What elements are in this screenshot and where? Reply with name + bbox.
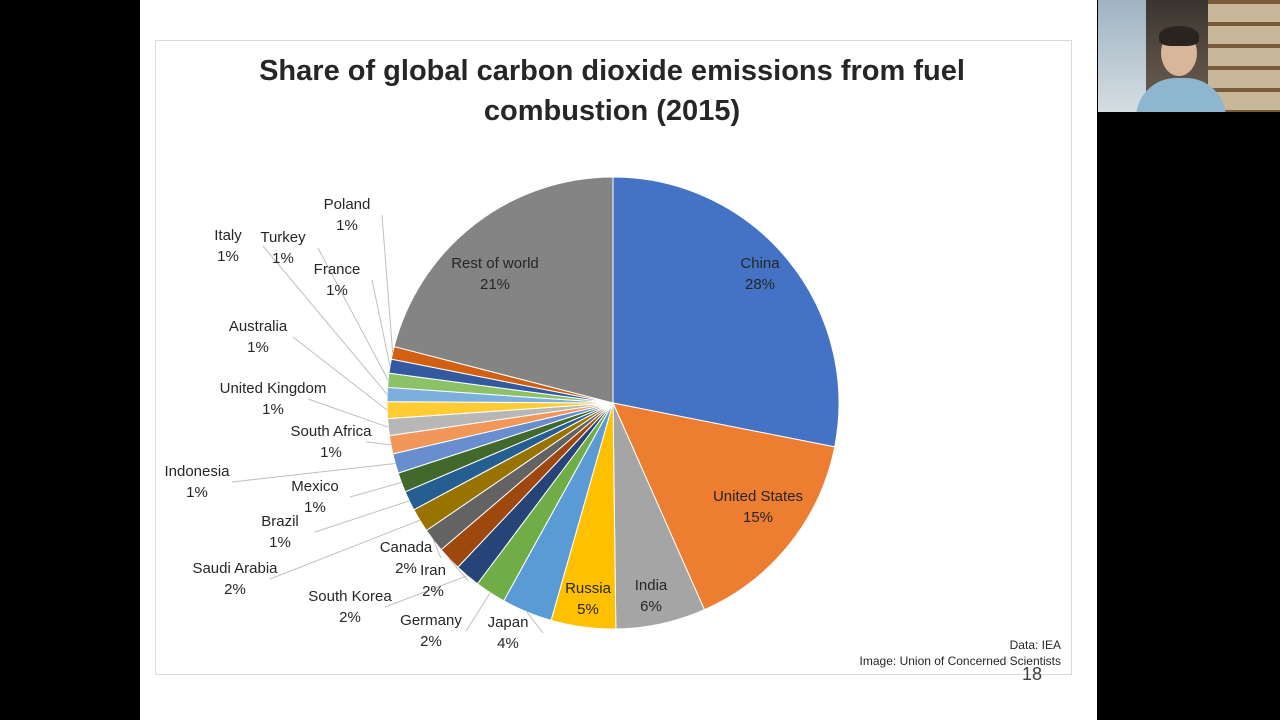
webcam-window-background <box>1098 0 1146 112</box>
slice-label-saudi-arabia: Saudi Arabia <box>192 560 278 577</box>
source-data-text: Data: IEA <box>1010 638 1061 652</box>
chart-source: Data: IEA Image: Union of Concerned Scie… <box>860 638 1061 668</box>
slice-percent-saudi-arabia: 2% <box>224 581 246 598</box>
slice-percent-indonesia: 1% <box>186 484 208 501</box>
slice-label-rest-of-world: Rest of world <box>451 255 539 272</box>
slice-label-indonesia: Indonesia <box>164 463 230 480</box>
slice-percent-mexico: 1% <box>304 499 326 516</box>
chart-title: Share of global carbon dioxide emissions… <box>259 55 965 127</box>
leader-line-france <box>371 279 391 367</box>
leader-line-italy <box>262 245 388 395</box>
chart-title-line-1: Share of global carbon dioxide emissions… <box>259 55 965 87</box>
leader-line-turkey <box>317 247 389 381</box>
slice-percent-poland: 1% <box>336 217 358 234</box>
slice-percent-italy: 1% <box>217 248 239 265</box>
slide-number: 18 <box>1021 664 1043 684</box>
leader-line-poland <box>381 214 394 353</box>
chart-title-line-2: combustion (2015) <box>484 95 740 127</box>
leader-line-germany <box>465 592 491 632</box>
slice-percent-france: 1% <box>326 282 348 299</box>
leader-line-saudi-arabia <box>269 519 421 580</box>
pie-slice-united-states <box>612 402 836 611</box>
slice-label-canada: Canada <box>380 539 433 556</box>
slice-label-india: India <box>635 577 668 594</box>
slice-percent-australia: 1% <box>247 339 269 356</box>
leader-line-australia <box>292 336 388 411</box>
slice-percent-russia: 5% <box>577 601 599 618</box>
leader-line-south-korea <box>384 575 468 608</box>
leader-line-indonesia <box>231 463 396 483</box>
leader-line-mexico <box>349 482 402 498</box>
slice-label-south-africa: South Africa <box>291 423 373 440</box>
slice-percent-turkey: 1% <box>272 250 294 267</box>
webcam-bookshelf-background <box>1208 0 1280 112</box>
webcam-video-thumbnail[interactable] <box>1098 0 1280 112</box>
source-image-text: Image: Union of Concerned Scientists <box>860 654 1061 668</box>
slice-label-australia: Australia <box>229 318 288 335</box>
leader-line-canada <box>433 540 442 559</box>
slice-percent-united-kingdom: 1% <box>262 401 284 418</box>
slice-label-iran: Iran <box>420 562 446 579</box>
slice-label-france: France <box>314 261 361 278</box>
slice-percent-brazil: 1% <box>269 534 291 551</box>
leader-line-south-africa <box>365 441 391 446</box>
slice-percent-china: 28% <box>745 276 775 293</box>
slice-percent-united-states: 15% <box>743 509 773 526</box>
slice-label-japan: Japan <box>488 614 529 631</box>
slice-percent-india: 6% <box>640 598 662 615</box>
leader-line-japan <box>526 611 544 634</box>
slice-label-mexico: Mexico <box>291 478 339 495</box>
slice-label-germany: Germany <box>400 612 462 629</box>
slice-percent-iran: 2% <box>422 583 444 600</box>
pie-slice-rest-of-world <box>393 176 614 404</box>
slice-percent-canada: 2% <box>395 560 417 577</box>
presenter-hair <box>1159 26 1199 46</box>
slice-percent-germany: 2% <box>420 633 442 650</box>
slice-labels: China 28% United States 15% India 6% Russia 5% J… <box>164 196 803 652</box>
slice-percent-south-africa: 1% <box>320 444 342 461</box>
slice-label-united-states: United States <box>713 488 803 505</box>
pie-slice-china <box>612 176 840 448</box>
slice-label-united-kingdom: United Kingdom <box>220 380 327 397</box>
leader-line-united-kingdom <box>307 398 389 428</box>
slice-percent-japan: 4% <box>497 635 519 652</box>
pie-slices <box>386 176 840 630</box>
slice-label-russia: Russia <box>565 580 612 597</box>
slice-label-china: China <box>740 255 780 272</box>
slice-label-poland: Poland <box>324 196 371 213</box>
slice-label-south-korea: South Korea <box>308 588 392 605</box>
slice-label-turkey: Turkey <box>260 229 306 246</box>
leader-line-iran <box>448 558 469 582</box>
leader-line-brazil <box>314 500 410 533</box>
slice-percent-south-korea: 2% <box>339 609 361 626</box>
slice-percent-rest-of-world: 21% <box>480 276 510 293</box>
slice-label-brazil: Brazil <box>261 513 299 530</box>
leader-lines <box>231 214 544 634</box>
slice-label-italy: Italy <box>214 227 242 244</box>
